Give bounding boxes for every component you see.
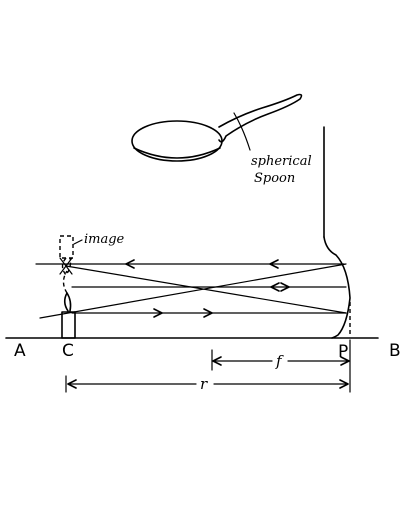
image-label: image — [84, 232, 125, 247]
point-c-label: C — [62, 341, 74, 361]
point-a-label: A — [14, 341, 26, 361]
candle-object — [61, 270, 76, 339]
point-b-label: B — [389, 341, 401, 361]
radius-label: r — [200, 375, 208, 393]
candle-image — [59, 235, 74, 277]
image-leader — [73, 239, 83, 245]
focal-length-dimension — [211, 339, 351, 393]
spoon-label-line2: Spoon — [254, 171, 295, 186]
spoon-drawing — [131, 93, 303, 162]
ray-arrows — [125, 259, 290, 318]
spoon-label-line1: spherical — [251, 154, 312, 169]
focal-length-label: f — [275, 352, 284, 370]
mirror-support — [323, 126, 351, 339]
radius-dimension — [65, 375, 349, 393]
light-rays — [35, 263, 347, 319]
point-p-label: P — [338, 342, 348, 362]
